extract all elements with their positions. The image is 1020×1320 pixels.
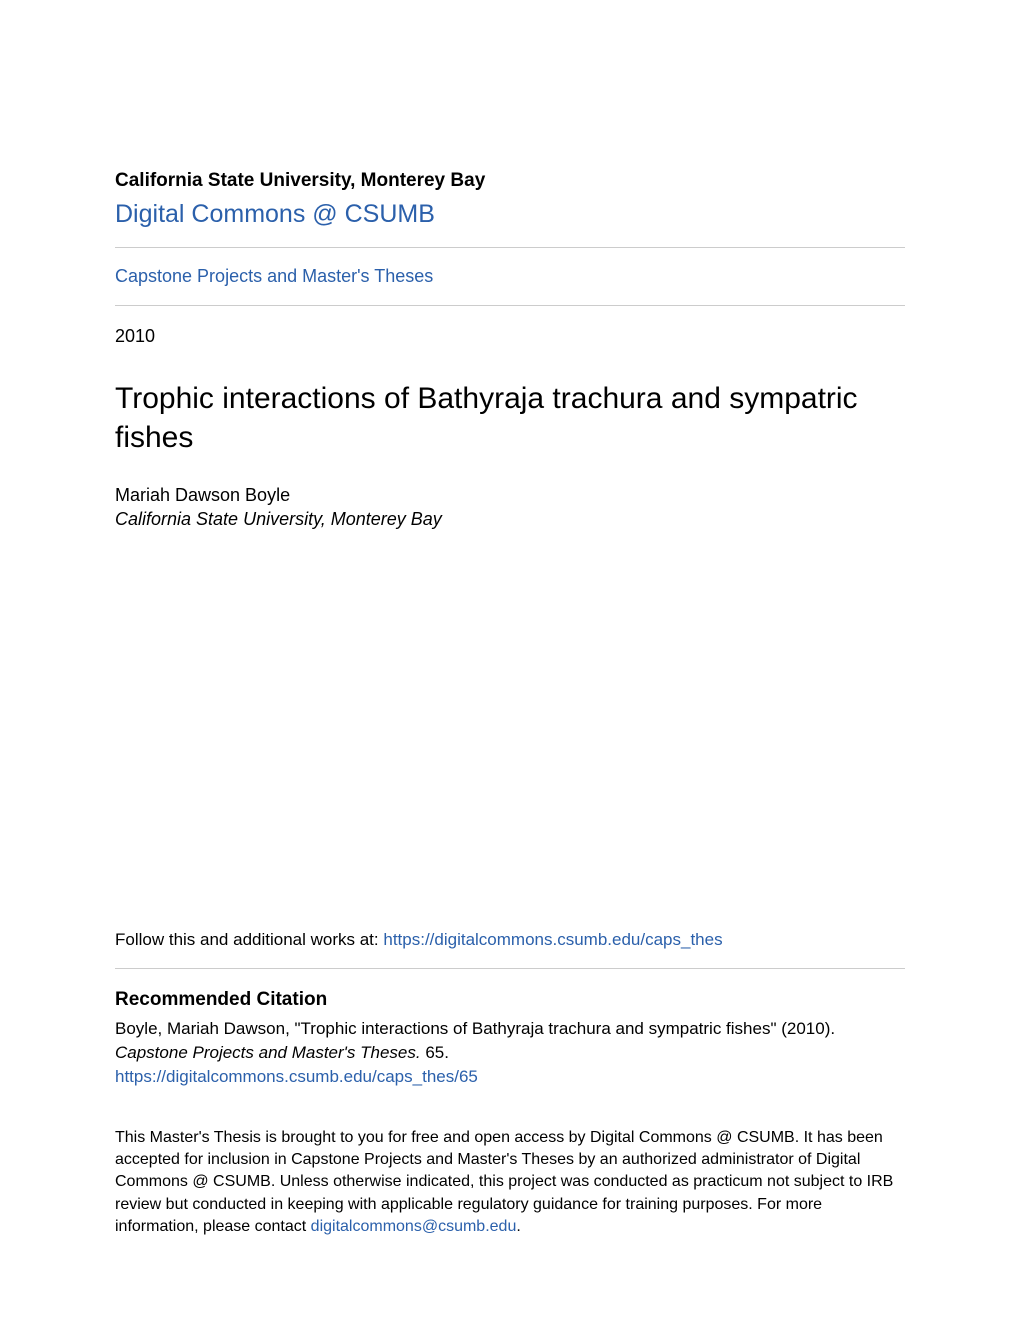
author-name: Mariah Dawson Boyle — [115, 485, 905, 506]
divider-top — [115, 247, 905, 248]
repository-link[interactable]: Digital Commons @ CSUMB — [115, 200, 435, 229]
citation-part2: 65. — [421, 1043, 449, 1062]
document-title: Trophic interactions of Bathyraja trachu… — [115, 379, 905, 457]
footer-part2: . — [516, 1218, 520, 1235]
divider-follow — [115, 968, 905, 969]
divider-bottom — [115, 305, 905, 306]
institution-name: California State University, Monterey Ba… — [115, 170, 905, 192]
author-affiliation: California State University, Monterey Ba… — [115, 509, 905, 530]
contact-email-link[interactable]: digitalcommons@csumb.edu — [311, 1218, 517, 1235]
follow-section: Follow this and additional works at: htt… — [115, 930, 905, 950]
follow-prefix: Follow this and additional works at: — [115, 930, 383, 949]
citation-link[interactable]: https://digitalcommons.csumb.edu/caps_th… — [115, 1067, 478, 1087]
collection-link[interactable]: Capstone Projects and Master's Theses — [115, 266, 433, 287]
citation-heading: Recommended Citation — [115, 989, 905, 1011]
publication-year: 2010 — [115, 326, 905, 347]
follow-link[interactable]: https://digitalcommons.csumb.edu/caps_th… — [383, 930, 722, 949]
footer-text: This Master's Thesis is brought to you f… — [115, 1127, 905, 1239]
citation-part1: Boyle, Mariah Dawson, "Trophic interacti… — [115, 1019, 835, 1038]
citation-italic: Capstone Projects and Master's Theses. — [115, 1043, 421, 1062]
citation-text: Boyle, Mariah Dawson, "Trophic interacti… — [115, 1017, 905, 1065]
